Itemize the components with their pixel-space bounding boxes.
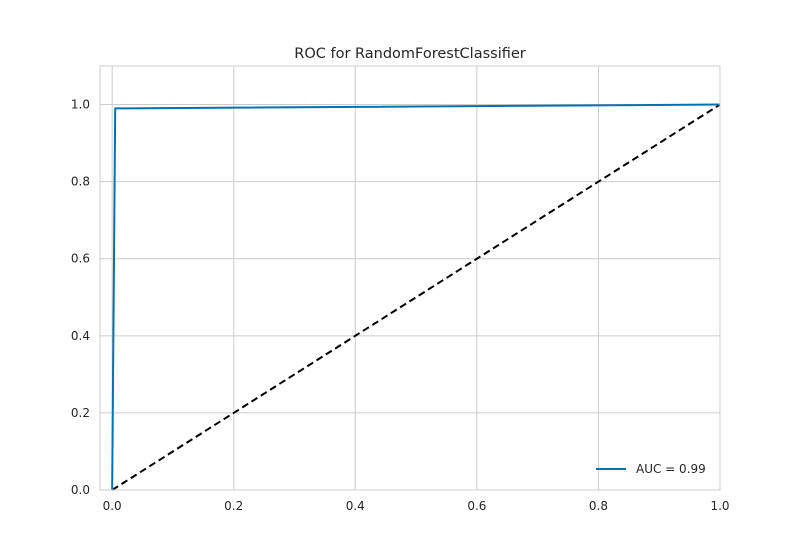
x-tick-label: 0.0: [103, 499, 122, 513]
y-tick-label: 0.6: [71, 252, 90, 266]
legend-label: AUC = 0.99: [636, 462, 706, 476]
y-tick-label: 0.2: [71, 406, 90, 420]
x-tick-label: 1.0: [710, 499, 729, 513]
x-tick-label: 0.2: [224, 499, 243, 513]
y-tick-label: 0.4: [71, 329, 90, 343]
y-tick-label: 0.8: [71, 175, 90, 189]
x-tick-label: 0.4: [346, 499, 365, 513]
chart-title: ROC for RandomForestClassifier: [294, 46, 526, 62]
y-tick-label: 0.0: [71, 483, 90, 497]
x-tick-label: 0.6: [467, 499, 486, 513]
y-tick-label: 1.0: [71, 98, 90, 112]
x-tick-label: 0.8: [589, 499, 608, 513]
